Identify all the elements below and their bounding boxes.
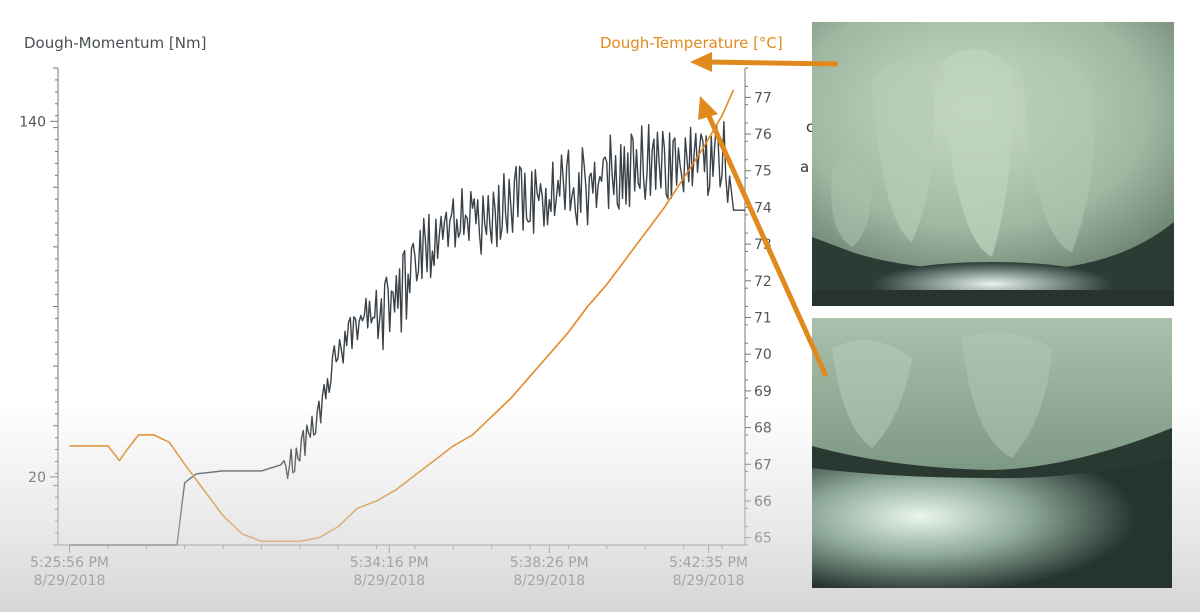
x-axis: 5:25:56 PM 8/29/2018 5:34:16 PM 8/29/2018 5:… <box>30 544 748 589</box>
right-tick-label: 76 <box>754 127 772 143</box>
right-tick-label: 68 <box>754 421 772 437</box>
right-tick-label: 70 <box>754 347 772 363</box>
side-text-bottom: a <box>800 158 810 176</box>
right-tick-label: 65 <box>754 531 772 547</box>
left-tick-label: 20 <box>28 470 46 486</box>
x-tick-date-label: 8/29/2018 <box>513 573 585 589</box>
right-tick-label: 77 <box>754 90 772 106</box>
right-tick-label: 66 <box>754 494 772 510</box>
left-axis: 140 20 <box>19 67 59 546</box>
x-tick-time-label: 5:25:56 PM <box>30 555 109 571</box>
right-tick-label: 74 <box>754 200 772 216</box>
camera-image-top <box>812 22 1174 306</box>
left-axis-label: Dough-Momentum [Nm] <box>24 34 206 52</box>
x-tick-date-label: 8/29/2018 <box>353 573 425 589</box>
x-tick-time-label: 5:42:35 PM <box>669 555 748 571</box>
x-tick-date-label: 8/29/2018 <box>34 573 106 589</box>
x-tick-time-label: 5:34:16 PM <box>350 555 429 571</box>
right-tick-label: 75 <box>754 164 772 180</box>
right-axis: 65 66 67 68 69 70 71 72 73 74 75 76 77 <box>744 67 772 547</box>
right-tick-label: 69 <box>754 384 772 400</box>
x-tick-time-label: 5:38:26 PM <box>510 555 589 571</box>
x-tick-date-label: 8/29/2018 <box>673 573 745 589</box>
series-layer <box>69 89 745 546</box>
dough-photo-top <box>812 22 1174 306</box>
dough-photo-bottom <box>812 318 1172 588</box>
right-tick-label: 67 <box>754 457 772 473</box>
right-tick-label: 73 <box>754 237 772 253</box>
right-tick-label: 71 <box>754 311 772 327</box>
right-tick-label: 72 <box>754 274 772 290</box>
right-axis-label: Dough-Temperature [°C] <box>600 34 783 52</box>
camera-image-bottom <box>812 318 1172 588</box>
left-tick-label: 140 <box>19 114 46 130</box>
